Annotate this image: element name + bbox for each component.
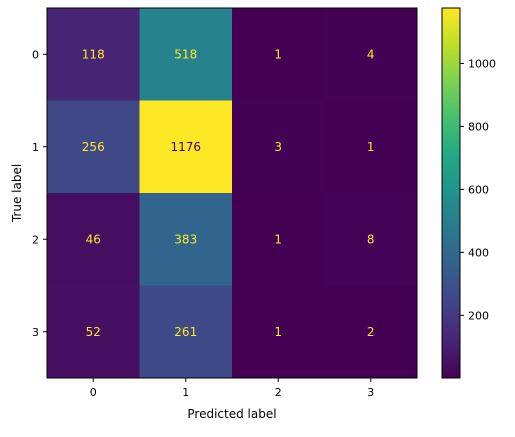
heatmap-cell-r2-c0 (47, 193, 140, 286)
cell-value-label-r2-c1: 383 (174, 232, 197, 246)
heatmap-cell-r3-c2 (232, 285, 325, 379)
y-tick-label: 1 (32, 141, 39, 154)
heatmap-cell-r0-c2 (232, 8, 325, 101)
x-tick-label: 3 (367, 386, 374, 399)
cell-value-label-r0-c2: 1 (274, 47, 282, 61)
cell-value-label-r1-c0: 256 (82, 140, 105, 154)
cell-value-label-r1-c2: 3 (274, 140, 282, 154)
heatmap-cell-r0-c1 (139, 8, 233, 101)
cell-value-label-r3-c0: 52 (86, 325, 101, 339)
colorbar-tick-label: 800 (468, 120, 489, 133)
y-tick-label: 0 (32, 48, 39, 61)
x-tick-label: 2 (275, 386, 282, 399)
colorbar-tick-label: 600 (468, 183, 489, 196)
cell-value-label-r2-c2: 1 (274, 232, 282, 246)
heatmap-cell-r0-c0 (47, 8, 140, 101)
cell-value-label-r1-c3: 1 (367, 140, 375, 154)
x-tick-label: 1 (182, 386, 189, 399)
y-axis-label: True label (10, 164, 24, 223)
plot-frame (46, 7, 418, 379)
cell-value-label-r3-c1: 261 (174, 325, 197, 339)
y-tick-label: 2 (32, 233, 39, 246)
x-axis-label: Predicted label (187, 407, 276, 421)
colorbar-tick-label: 400 (468, 246, 489, 259)
cell-value-label-r3-c2: 1 (274, 325, 282, 339)
cell-value-label-r0-c1: 518 (174, 47, 197, 61)
heatmap-cell-r2-c2 (232, 193, 325, 286)
heatmap-cell-r1-c2 (232, 100, 325, 194)
x-tick-label: 0 (90, 386, 97, 399)
heatmap-cell-r2-c1 (139, 193, 233, 286)
heatmap-cell-r1-c0 (47, 100, 140, 194)
heatmap-cell-r0-c3 (324, 8, 418, 101)
colorbar (441, 7, 461, 379)
cell-value-label-r3-c3: 2 (367, 325, 375, 339)
heatmap-cell-r3-c3 (324, 285, 418, 379)
heatmap-cell-r1-c1 (139, 100, 233, 194)
heatmap-cell-r3-c1 (139, 285, 233, 379)
heatmap-cell-r1-c3 (324, 100, 418, 194)
colorbar-tick-label: 200 (468, 309, 489, 322)
cell-value-label-r0-c3: 4 (367, 47, 375, 61)
cell-value-label-r1-c1: 1176 (170, 140, 201, 154)
cell-value-label-r0-c0: 118 (82, 47, 105, 61)
heatmap-cell-r3-c0 (47, 285, 140, 379)
cell-value-label-r2-c3: 8 (367, 232, 375, 246)
cell-value-label-r2-c0: 46 (86, 232, 101, 246)
colorbar-tick-label: 1000 (468, 57, 496, 70)
y-tick-label: 3 (32, 326, 39, 339)
heatmap-cell-r2-c3 (324, 193, 418, 286)
